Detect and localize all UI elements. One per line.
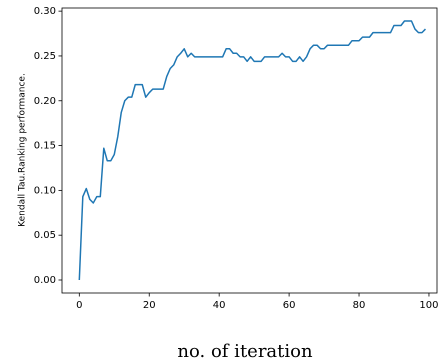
- x-tick-label: 20: [143, 300, 156, 311]
- y-tick-label: 0.15: [34, 141, 56, 152]
- y-tick-label: 0.25: [34, 51, 56, 62]
- y-tick-label: 0.30: [34, 6, 56, 17]
- plot-frame: [61, 7, 438, 294]
- data-line: [78, 20, 426, 281]
- y-tick-label: 0.05: [34, 230, 56, 241]
- y-axis-label: Kendall Tau.Ranking performance.: [18, 73, 28, 227]
- x-tick-label: 60: [283, 300, 296, 311]
- y-tick-label: 0.10: [34, 185, 56, 196]
- x-axis-label: no. of iteration: [177, 341, 313, 362]
- x-tick-label: 100: [419, 300, 438, 311]
- x-tick-label: 40: [213, 300, 226, 311]
- x-tick-label: 80: [353, 300, 366, 311]
- y-tick-label: 0.20: [34, 96, 56, 107]
- x-tick-label: 0: [76, 300, 82, 311]
- y-tick-label: 0.00: [34, 275, 56, 286]
